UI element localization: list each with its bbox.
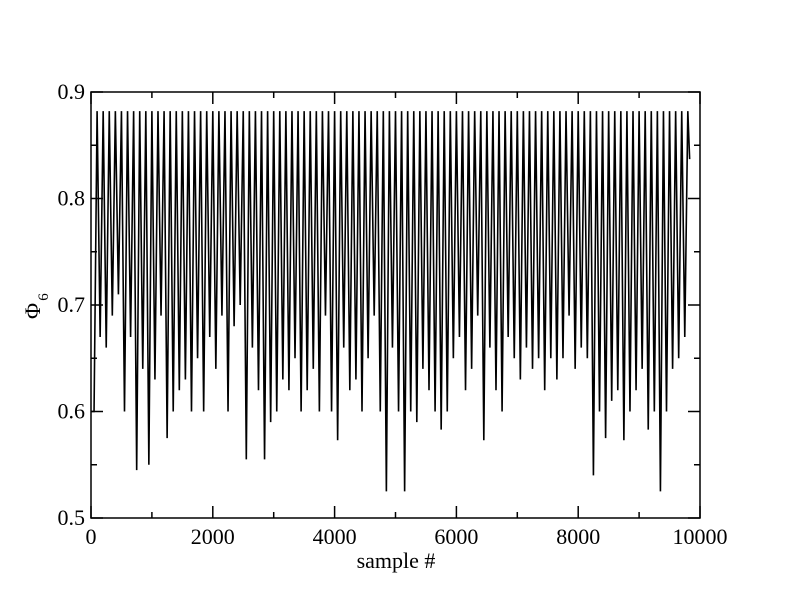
y-tick-label: 0.8 — [58, 186, 86, 211]
y-tick-label: 0.7 — [58, 292, 86, 317]
y-tick-label: 0.6 — [58, 399, 86, 424]
x-axis-label: sample # — [357, 548, 436, 573]
y-tick-label: 0.9 — [58, 79, 86, 104]
y-axis-label: Φ — [20, 303, 45, 319]
y-tick-label: 0.5 — [58, 505, 86, 530]
x-tick-label: 10000 — [673, 524, 728, 549]
y-axis-label-group: Φ 6 — [20, 293, 52, 319]
y-axis-label-subscript: 6 — [36, 293, 52, 301]
x-tick-label: 8000 — [556, 524, 600, 549]
data-line — [91, 111, 691, 492]
x-tick-label: 2000 — [191, 524, 235, 549]
x-tick-label: 0 — [86, 524, 97, 549]
x-tick-label: 4000 — [313, 524, 357, 549]
x-tick-label: 6000 — [434, 524, 478, 549]
